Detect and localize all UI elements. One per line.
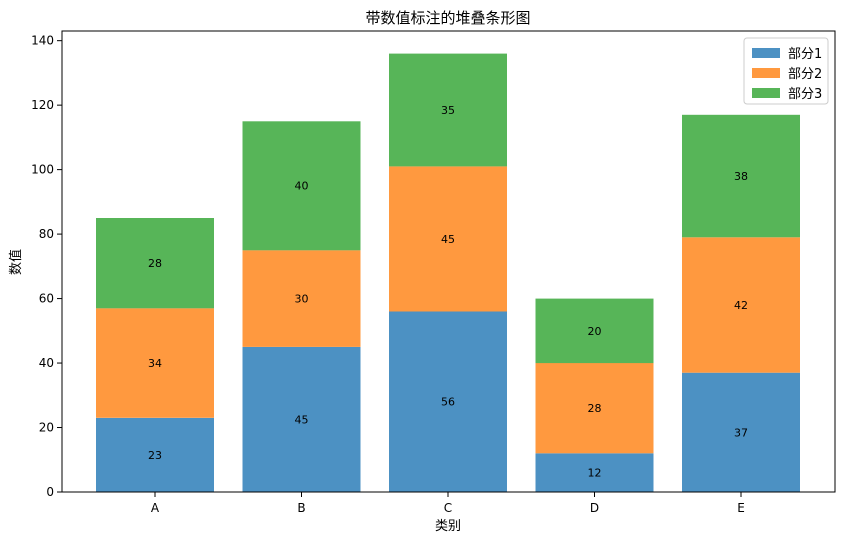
bar-value-label: 34 (148, 357, 162, 370)
bar-segment (242, 121, 361, 251)
y-tick-label: 60 (39, 292, 54, 306)
bar-segment (682, 237, 800, 373)
bar-segment (242, 250, 361, 347)
bar-value-label: 38 (734, 170, 748, 183)
y-tick-label: 80 (39, 227, 54, 241)
bar-segment (535, 363, 654, 454)
y-axis-label: 数值 (8, 249, 24, 275)
chart-title: 带数值标注的堆叠条形图 (365, 9, 530, 27)
bar-value-label: 42 (734, 299, 748, 312)
legend-label: 部分3 (788, 87, 822, 102)
y-tick-label: 120 (31, 98, 54, 112)
bar-value-label: 40 (295, 180, 309, 193)
y-tick-label: 100 (31, 163, 54, 177)
x-tick-label: D (590, 501, 599, 515)
y-tick-label: 20 (39, 421, 54, 435)
x-tick-label: C (444, 501, 452, 515)
bar-value-label: 23 (148, 449, 162, 462)
bar-value-label: 12 (588, 467, 602, 480)
bar-segment (535, 453, 654, 492)
bar-segment (389, 311, 507, 492)
bar-value-label: 35 (441, 104, 455, 117)
y-tick-label: 40 (39, 356, 54, 370)
x-axis-label: 类别 (435, 519, 461, 534)
legend-swatch (752, 68, 780, 78)
y-tick-label: 0 (46, 485, 54, 499)
plot-area: 23 45 56 12 37 34 30 45 28 42 28 40 35 20 38 0 20 40 60 80 1… (31, 30, 836, 515)
x-tick-label: A (151, 501, 160, 515)
bar-value-label: 30 (295, 293, 309, 306)
x-tick-label: E (737, 501, 745, 515)
bar-segment (389, 166, 507, 312)
bar-segment (96, 417, 214, 492)
bar-segment (682, 114, 800, 238)
bar-value-label: 28 (148, 257, 162, 270)
bar-value-label: 20 (588, 325, 602, 338)
bar-segment (535, 298, 654, 364)
y-tick-label: 140 (31, 34, 54, 48)
bar-value-label: 45 (295, 414, 309, 427)
bar-value-label: 37 (734, 426, 748, 439)
bar-segment (389, 53, 507, 167)
bar-value-label: 56 (441, 396, 455, 409)
bar-segment (682, 372, 800, 492)
legend: 部分1 部分2 部分3 (743, 37, 829, 105)
bar-value-label: 28 (588, 402, 602, 415)
bar-segment (242, 346, 361, 492)
x-tick-label: B (297, 501, 305, 515)
legend-label: 部分2 (788, 67, 822, 82)
legend-label: 部分1 (788, 47, 822, 62)
bar-segment (96, 218, 214, 309)
legend-swatch (752, 88, 780, 98)
bar-segment (96, 308, 214, 418)
legend-swatch (752, 48, 780, 58)
bar-value-label: 45 (441, 233, 455, 246)
